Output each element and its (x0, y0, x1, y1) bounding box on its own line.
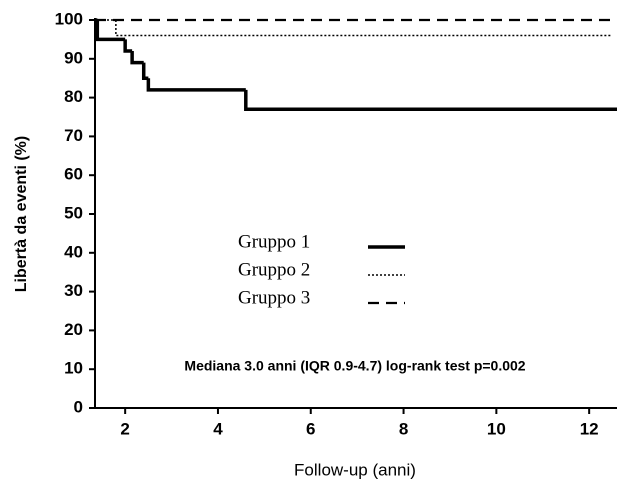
y-tick-label: 10 (64, 359, 83, 378)
x-tick-label: 8 (399, 419, 408, 438)
survival-step (95, 20, 126, 42)
legend-label: Gruppo 3 (238, 287, 310, 308)
y-tick-label: 60 (64, 165, 83, 184)
x-tick-label: 6 (306, 419, 315, 438)
survival-step (123, 39, 133, 53)
x-tick-label: 12 (580, 419, 599, 438)
y-axis-label: Libertà da eventi (%) (13, 136, 30, 292)
y-tick-label: 0 (74, 397, 83, 416)
y-tick-label: 30 (64, 281, 83, 300)
x-axis-label: Follow-up (anni) (294, 460, 416, 479)
y-tick-label: 80 (64, 87, 83, 106)
x-tick-label: 2 (120, 419, 129, 438)
survival-step (130, 51, 144, 65)
legend-label: Gruppo 2 (238, 259, 310, 280)
x-tick-label: 10 (487, 419, 506, 438)
y-tick-label: 50 (64, 203, 83, 222)
y-tick-label: 90 (64, 48, 83, 67)
x-tick-label: 4 (213, 419, 223, 438)
survival-step (115, 20, 613, 37)
annotation: Mediana 3.0 anni (IQR 0.9-4.7) log-rank … (184, 358, 525, 374)
legend-label: Gruppo 1 (238, 231, 310, 252)
y-tick-label: 20 (64, 320, 83, 339)
y-tick-label: 70 (64, 126, 83, 145)
y-tick-label: 40 (64, 242, 83, 261)
survival-step (141, 62, 149, 80)
survival-step (146, 78, 246, 92)
y-tick-label: 100 (55, 9, 83, 28)
survival-step (244, 89, 617, 111)
